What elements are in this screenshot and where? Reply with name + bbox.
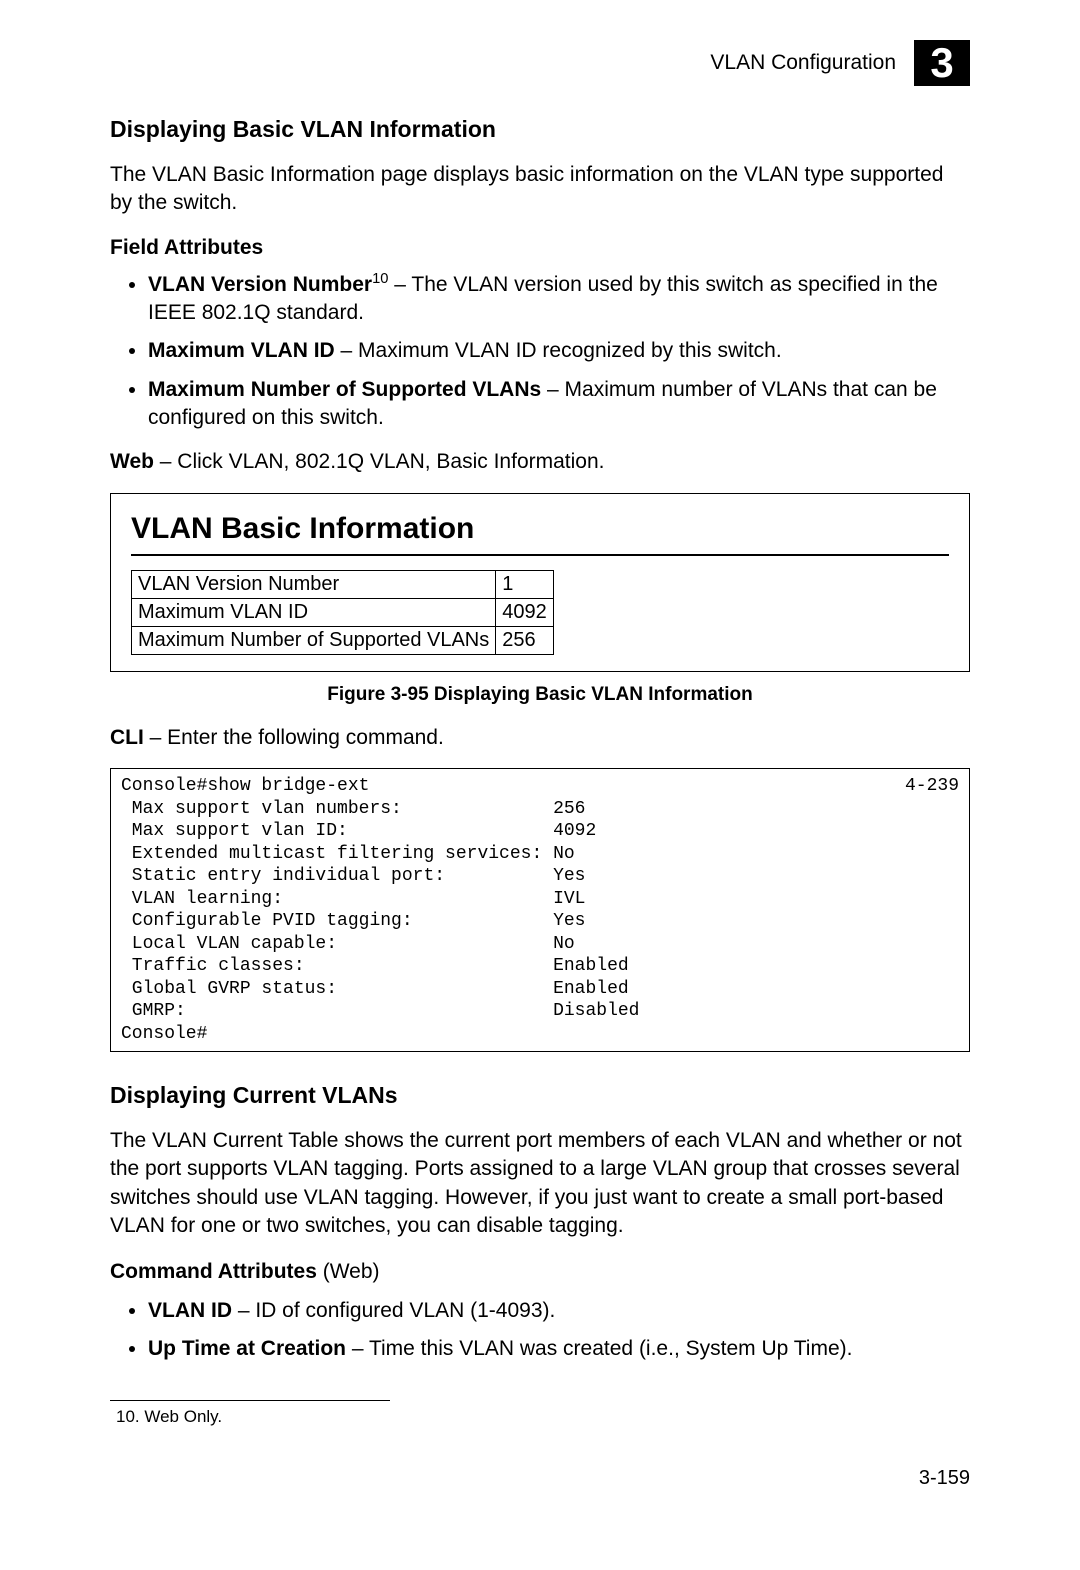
- vlan-basic-info-table: VLAN Version Number 1 Maximum VLAN ID 40…: [131, 570, 554, 655]
- page-container: VLAN Configuration 3 Displaying Basic VL…: [0, 0, 1080, 1530]
- web-text: – Click VLAN, 802.1Q VLAN, Basic Informa…: [154, 450, 605, 473]
- web-instruction: Web – Click VLAN, 802.1Q VLAN, Basic Inf…: [110, 448, 970, 476]
- page-header: VLAN Configuration 3: [110, 40, 970, 86]
- screenshot-title: VLAN Basic Information: [131, 512, 949, 546]
- cli-text: – Enter the following command.: [144, 726, 444, 749]
- bullet-text: – ID of configured VLAN (1-4093).: [232, 1299, 555, 1322]
- section1-intro: The VLAN Basic Information page displays…: [110, 161, 970, 218]
- screenshot-divider: [131, 554, 949, 556]
- table-cell-label: Maximum VLAN ID: [132, 598, 496, 626]
- list-item: VLAN ID – ID of configured VLAN (1-4093)…: [148, 1297, 970, 1325]
- chapter-number-box: 3: [914, 40, 970, 86]
- footnote-divider: [110, 1400, 390, 1401]
- page-number: 3-159: [110, 1467, 970, 1490]
- cli-output-box: 4-239 Console#show bridge-ext Max support…: [110, 768, 970, 1052]
- bullet-bold: Up Time at Creation: [148, 1337, 346, 1360]
- bullet-text: – Maximum VLAN ID recognized by this swi…: [335, 339, 782, 362]
- field-attributes-list: VLAN Version Number10 – The VLAN version…: [110, 270, 970, 433]
- table-cell-value: 1: [496, 570, 554, 598]
- cli-page-ref: 4-239: [905, 775, 959, 798]
- bullet-bold: VLAN ID: [148, 1299, 232, 1322]
- command-attributes-list: VLAN ID – ID of configured VLAN (1-4093)…: [110, 1297, 970, 1364]
- list-item: Up Time at Creation – Time this VLAN was…: [148, 1335, 970, 1363]
- web-screenshot: VLAN Basic Information VLAN Version Numb…: [110, 493, 970, 672]
- table-row: Maximum VLAN ID 4092: [132, 598, 554, 626]
- table-row: VLAN Version Number 1: [132, 570, 554, 598]
- command-attributes-heading: Command Attributes (Web): [110, 1258, 970, 1286]
- list-item: VLAN Version Number10 – The VLAN version…: [148, 270, 970, 328]
- section-title-2: Displaying Current VLANs: [110, 1082, 970, 1109]
- web-label: Web: [110, 450, 154, 473]
- header-text: VLAN Configuration: [710, 51, 896, 75]
- cli-instruction: CLI – Enter the following command.: [110, 724, 970, 752]
- figure-caption: Figure 3-95 Displaying Basic VLAN Inform…: [110, 684, 970, 706]
- list-item: Maximum VLAN ID – Maximum VLAN ID recogn…: [148, 337, 970, 365]
- cmd-attr-bold: Command Attributes: [110, 1260, 317, 1283]
- table-cell-value: 4092: [496, 598, 554, 626]
- cmd-attr-rest: (Web): [317, 1260, 380, 1283]
- bullet-text: – Time this VLAN was created (i.e., Syst…: [346, 1337, 853, 1360]
- table-cell-label: Maximum Number of Supported VLANs: [132, 626, 496, 654]
- cli-label: CLI: [110, 726, 144, 749]
- section-title-1: Displaying Basic VLAN Information: [110, 116, 970, 143]
- bullet-bold: Maximum VLAN ID: [148, 339, 335, 362]
- section2-intro: The VLAN Current Table shows the current…: [110, 1127, 970, 1240]
- cli-output-text: Console#show bridge-ext Max support vlan…: [121, 776, 639, 1044]
- field-attributes-heading: Field Attributes: [110, 236, 970, 260]
- bullet-bold: VLAN Version Number: [148, 273, 372, 296]
- footnote-ref: 10: [372, 271, 388, 287]
- table-cell-label: VLAN Version Number: [132, 570, 496, 598]
- footnote-text: 10. Web Only.: [116, 1407, 970, 1427]
- list-item: Maximum Number of Supported VLANs – Maxi…: [148, 376, 970, 433]
- bullet-bold: Maximum Number of Supported VLANs: [148, 378, 541, 401]
- table-row: Maximum Number of Supported VLANs 256: [132, 626, 554, 654]
- table-cell-value: 256: [496, 626, 554, 654]
